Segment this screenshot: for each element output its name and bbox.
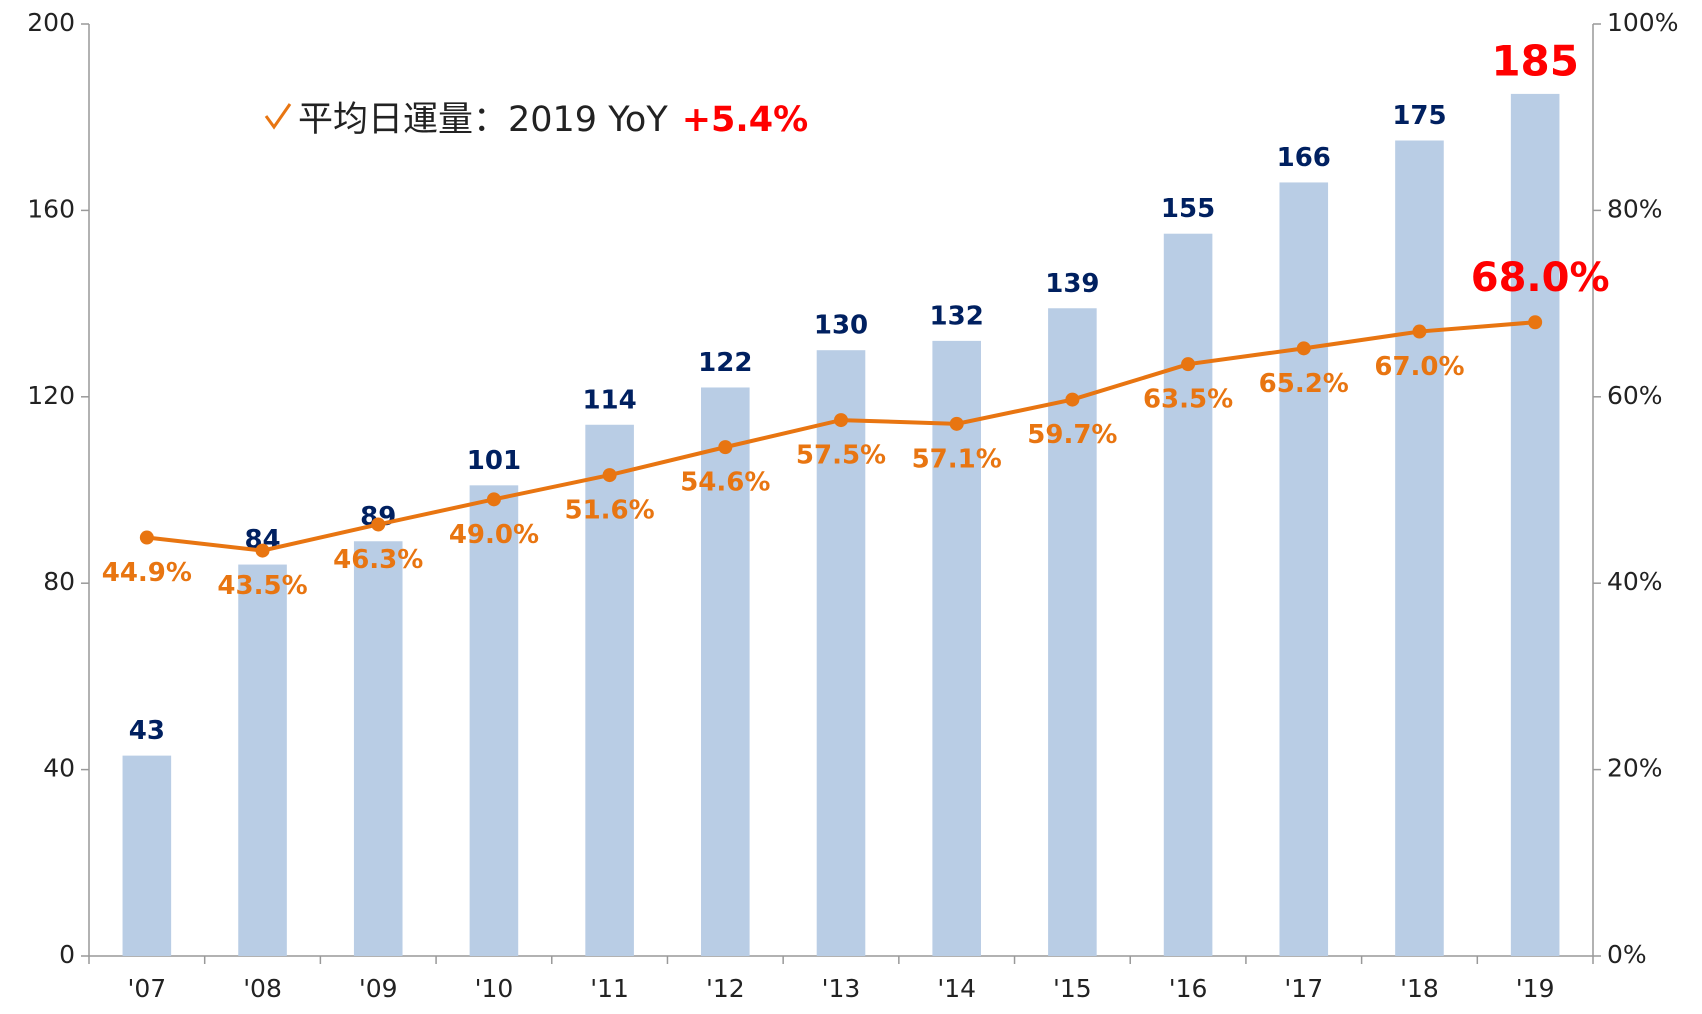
bar — [1163, 233, 1213, 956]
bar — [122, 755, 172, 956]
bar — [1279, 182, 1329, 956]
line-point — [1181, 357, 1196, 372]
line-label: 57.5% — [796, 441, 886, 471]
line-point — [139, 530, 154, 545]
annotation: 平均日運量：2019 YoY +5.4% — [298, 100, 808, 140]
y2-tick-label: 100% — [1607, 8, 1678, 37]
y-tick-label: 80 — [43, 567, 75, 596]
line-point — [949, 416, 964, 431]
y-tick-label: 120 — [27, 381, 75, 410]
line-point — [718, 440, 733, 455]
bar — [469, 485, 519, 956]
y2-tick-label: 20% — [1607, 754, 1663, 783]
line-label: 63.5% — [1143, 385, 1233, 415]
bar — [932, 340, 981, 956]
x-tick-label: '13 — [822, 974, 861, 1003]
line-label: 54.6% — [680, 468, 770, 498]
x-tick-label: '18 — [1400, 974, 1439, 1003]
bar-label: 175 — [1392, 101, 1446, 131]
bar — [585, 424, 634, 956]
annotation-highlight: +5.4% — [682, 100, 808, 140]
bar-label: 139 — [1045, 269, 1099, 299]
line-label: 67.0% — [1374, 352, 1464, 382]
line-label: 44.9% — [102, 558, 192, 588]
y-tick-label: 0 — [59, 940, 75, 969]
line-label: 51.6% — [565, 496, 655, 526]
bar — [238, 564, 287, 956]
x-tick-label: '08 — [243, 974, 282, 1003]
line-point — [602, 468, 617, 483]
line-point — [1065, 392, 1080, 407]
y2-tick-label: 0% — [1607, 940, 1647, 969]
annotation-text: 平均日運量：2019 YoY — [298, 100, 668, 140]
line-label: 65.2% — [1259, 369, 1349, 399]
bar-label: 101 — [467, 446, 521, 476]
line-point — [371, 517, 386, 532]
x-tick-label: '11 — [590, 974, 629, 1003]
bar-label: 132 — [930, 301, 984, 331]
y2-tick-label: 40% — [1607, 567, 1663, 596]
line-label: 43.5% — [217, 571, 307, 601]
x-tick-label: '09 — [359, 974, 398, 1003]
line-label: 68.0% — [1471, 255, 1610, 301]
x-tick-label: '07 — [128, 974, 167, 1003]
bar-label: 122 — [698, 348, 752, 378]
bar-label: 43 — [129, 716, 165, 746]
y-tick-label: 160 — [27, 194, 75, 223]
check-icon — [264, 103, 292, 130]
bar — [1048, 308, 1097, 956]
y-tick-label: 200 — [27, 8, 75, 37]
bar-label: 130 — [814, 311, 868, 341]
y2-tick-label: 80% — [1607, 194, 1663, 223]
bar-label: 114 — [582, 385, 636, 415]
x-tick-label: '15 — [1053, 974, 1092, 1003]
y-tick-label: 40 — [43, 754, 75, 783]
x-tick-label: '19 — [1516, 974, 1555, 1003]
x-tick-label: '16 — [1169, 974, 1208, 1003]
x-tick-label: '10 — [475, 974, 514, 1003]
y2-tick-label: 60% — [1607, 381, 1663, 410]
line-point — [1296, 341, 1311, 356]
bar-label: 155 — [1161, 194, 1215, 224]
bar — [701, 387, 750, 957]
bar-label: 166 — [1277, 143, 1331, 173]
line-label: 49.0% — [449, 520, 539, 550]
line-label: 46.3% — [333, 545, 423, 575]
line-point — [1528, 315, 1543, 330]
bar — [353, 541, 403, 956]
line-point — [834, 413, 848, 428]
line-point — [1412, 324, 1427, 339]
bar — [816, 350, 866, 956]
x-tick-label: '17 — [1284, 974, 1323, 1003]
x-tick-label: '14 — [937, 974, 976, 1003]
line-label: 59.7% — [1027, 420, 1117, 450]
line-label: 57.1% — [912, 444, 1002, 474]
line-point — [255, 543, 270, 558]
line-point — [486, 492, 501, 507]
bar — [1395, 140, 1444, 956]
bar — [1510, 93, 1560, 956]
bar-label: 185 — [1491, 36, 1579, 85]
x-tick-label: '12 — [706, 974, 745, 1003]
